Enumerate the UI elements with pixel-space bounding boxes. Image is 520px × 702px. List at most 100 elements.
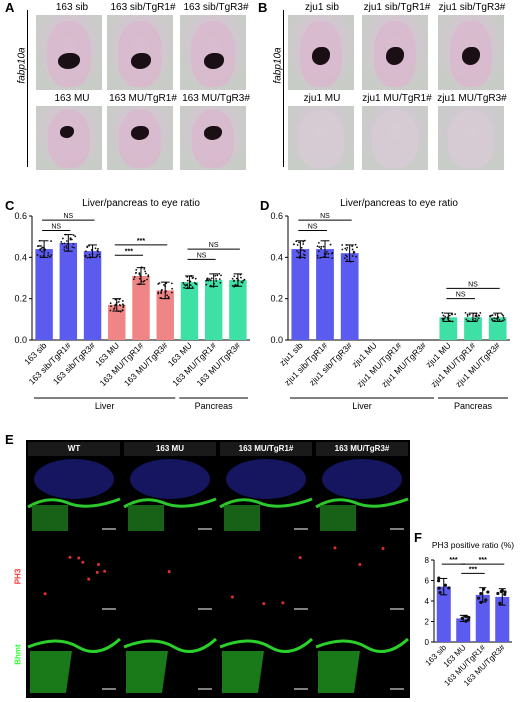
ph3-dot (333, 546, 337, 550)
data-point (329, 243, 332, 246)
embryo-image-163-mu (36, 106, 102, 170)
confocal-bg (28, 537, 120, 615)
data-point (122, 306, 125, 308)
ph3-dot (298, 556, 302, 560)
data-point (86, 256, 89, 259)
embryo-image-zju1-sib-tgr3 (438, 15, 504, 90)
data-point (438, 591, 442, 595)
confocal-col-163mu-tgr1: 163 MU/TgR1# (220, 442, 312, 456)
data-point (189, 284, 192, 287)
data-point (466, 618, 470, 622)
panel-a-label-bottom-2: 163 MU/TgR1# (109, 93, 177, 104)
embryo-image-163-sib (36, 15, 102, 90)
data-point (317, 241, 320, 244)
y-tick-label: 4 (425, 597, 430, 606)
confocal-image-merge-4 (315, 457, 409, 535)
data-point (443, 317, 446, 320)
significance-label: *** (449, 557, 457, 564)
dapi-region (226, 459, 306, 499)
panel-letter-b: B (258, 0, 268, 15)
liver-region (128, 505, 164, 531)
data-point (85, 250, 87, 253)
data-point (498, 319, 501, 321)
liver-region (126, 651, 168, 693)
data-point (39, 245, 42, 247)
data-point (502, 317, 505, 319)
confocal-image-bhmt-3 (219, 617, 314, 695)
data-point (302, 243, 305, 245)
dapi-region (322, 459, 402, 499)
data-point (122, 300, 124, 302)
data-point (478, 314, 481, 317)
y-tick-label: 0.0 (14, 335, 27, 345)
embryo-image-163-sib-tgr3 (180, 15, 246, 90)
bar-5 (156, 290, 174, 340)
data-point (219, 281, 222, 284)
liver-region (320, 505, 356, 531)
bhmt-signal (123, 637, 218, 653)
data-point (122, 304, 125, 307)
data-point (135, 271, 137, 274)
data-point (235, 277, 238, 280)
panel-b-label-bottom-3: zju1 MU/TgR3# (437, 93, 507, 104)
y-tick-label: 0.2 (270, 294, 283, 304)
data-point (144, 270, 147, 273)
significance-label: NS (63, 213, 73, 220)
data-point (96, 253, 99, 256)
data-point (72, 243, 75, 245)
data-point (242, 279, 245, 282)
data-point (477, 317, 480, 320)
bar-0 (436, 586, 451, 642)
data-point (36, 254, 39, 256)
panel-a-label-bottom-3: 163 MU/TgR3# (182, 93, 250, 104)
embryo-image-zju1-mu-tgr1 (362, 106, 428, 170)
data-point (195, 283, 198, 286)
bar-1 (316, 249, 334, 340)
data-point (84, 254, 87, 257)
data-point (65, 245, 68, 247)
data-point (479, 312, 482, 314)
data-point (322, 245, 325, 248)
y-tick-label: 0.2 (14, 294, 27, 304)
chart-title: Liver/pancreas to eye ratio (82, 198, 200, 209)
y-tick-label: 0 (425, 638, 430, 647)
data-point (232, 280, 235, 283)
data-point (356, 246, 358, 249)
data-point (40, 247, 43, 250)
embryo-image-zju1-sib-tgr1 (362, 15, 428, 90)
data-point (73, 246, 75, 249)
data-point (293, 243, 295, 246)
data-point (303, 250, 306, 253)
panel-letter-e: E (5, 432, 14, 447)
data-point (170, 282, 173, 285)
data-point (351, 255, 354, 257)
x-tick-label: 163 MU/TgR3# (194, 340, 242, 388)
confocal-image-ph3-2 (124, 537, 216, 615)
data-point (351, 248, 354, 251)
chart-title: PH3 positive ratio (%) (432, 540, 514, 550)
ph3-dot (262, 602, 266, 606)
data-point (183, 283, 186, 286)
ph3-dot (103, 569, 107, 573)
data-point (143, 279, 146, 282)
data-point (231, 284, 234, 287)
data-point (327, 252, 330, 255)
panel-a-label-bottom-1: 163 MU (54, 93, 90, 104)
data-point (117, 301, 120, 303)
data-point (491, 318, 494, 321)
data-point (343, 257, 346, 260)
data-point (186, 283, 188, 286)
data-point (345, 255, 348, 258)
data-point (240, 281, 243, 283)
data-point (192, 276, 194, 279)
data-point (47, 252, 50, 254)
confocal-row-bhmt: Bhmt (13, 644, 23, 665)
data-point (437, 576, 441, 580)
data-point (144, 272, 147, 275)
data-point (182, 282, 185, 284)
y-tick-label: 0.4 (14, 252, 27, 262)
data-point (39, 255, 42, 257)
panel-b-label-bottom-2: zju1 MU/TgR1# (362, 93, 432, 104)
data-point (496, 591, 500, 596)
data-point (161, 288, 163, 291)
